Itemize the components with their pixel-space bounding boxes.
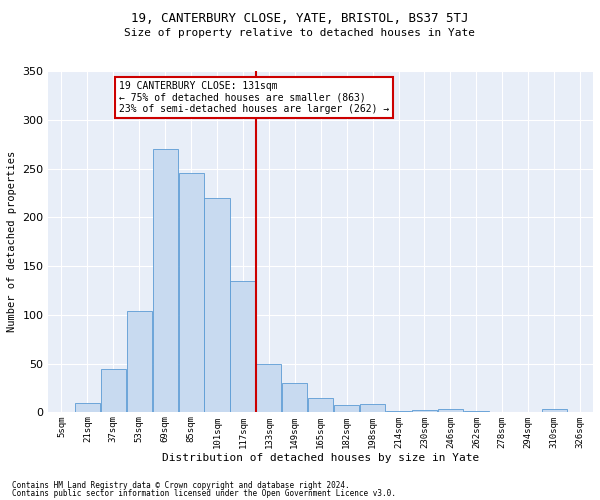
Bar — [308, 398, 334, 412]
Bar — [386, 410, 411, 412]
Text: Size of property relative to detached houses in Yate: Size of property relative to detached ho… — [125, 28, 476, 38]
Text: 19 CANTERBURY CLOSE: 131sqm
← 75% of detached houses are smaller (863)
23% of se: 19 CANTERBURY CLOSE: 131sqm ← 75% of det… — [119, 81, 389, 114]
Text: Contains HM Land Registry data © Crown copyright and database right 2024.: Contains HM Land Registry data © Crown c… — [12, 480, 350, 490]
Bar — [205, 198, 230, 412]
Text: Contains public sector information licensed under the Open Government Licence v3: Contains public sector information licen… — [12, 489, 396, 498]
Bar — [152, 149, 178, 412]
Bar — [438, 408, 463, 412]
Bar — [230, 280, 256, 412]
Bar — [282, 383, 307, 412]
X-axis label: Distribution of detached houses by size in Yate: Distribution of detached houses by size … — [162, 453, 479, 463]
Bar — [127, 311, 152, 412]
Bar — [179, 174, 203, 412]
Bar — [412, 410, 437, 412]
Y-axis label: Number of detached properties: Number of detached properties — [7, 151, 17, 332]
Bar — [75, 402, 100, 412]
Bar — [101, 368, 126, 412]
Text: 19, CANTERBURY CLOSE, YATE, BRISTOL, BS37 5TJ: 19, CANTERBURY CLOSE, YATE, BRISTOL, BS3… — [131, 12, 469, 26]
Bar — [542, 408, 567, 412]
Bar — [360, 404, 385, 412]
Bar — [256, 364, 281, 412]
Bar — [334, 404, 359, 412]
